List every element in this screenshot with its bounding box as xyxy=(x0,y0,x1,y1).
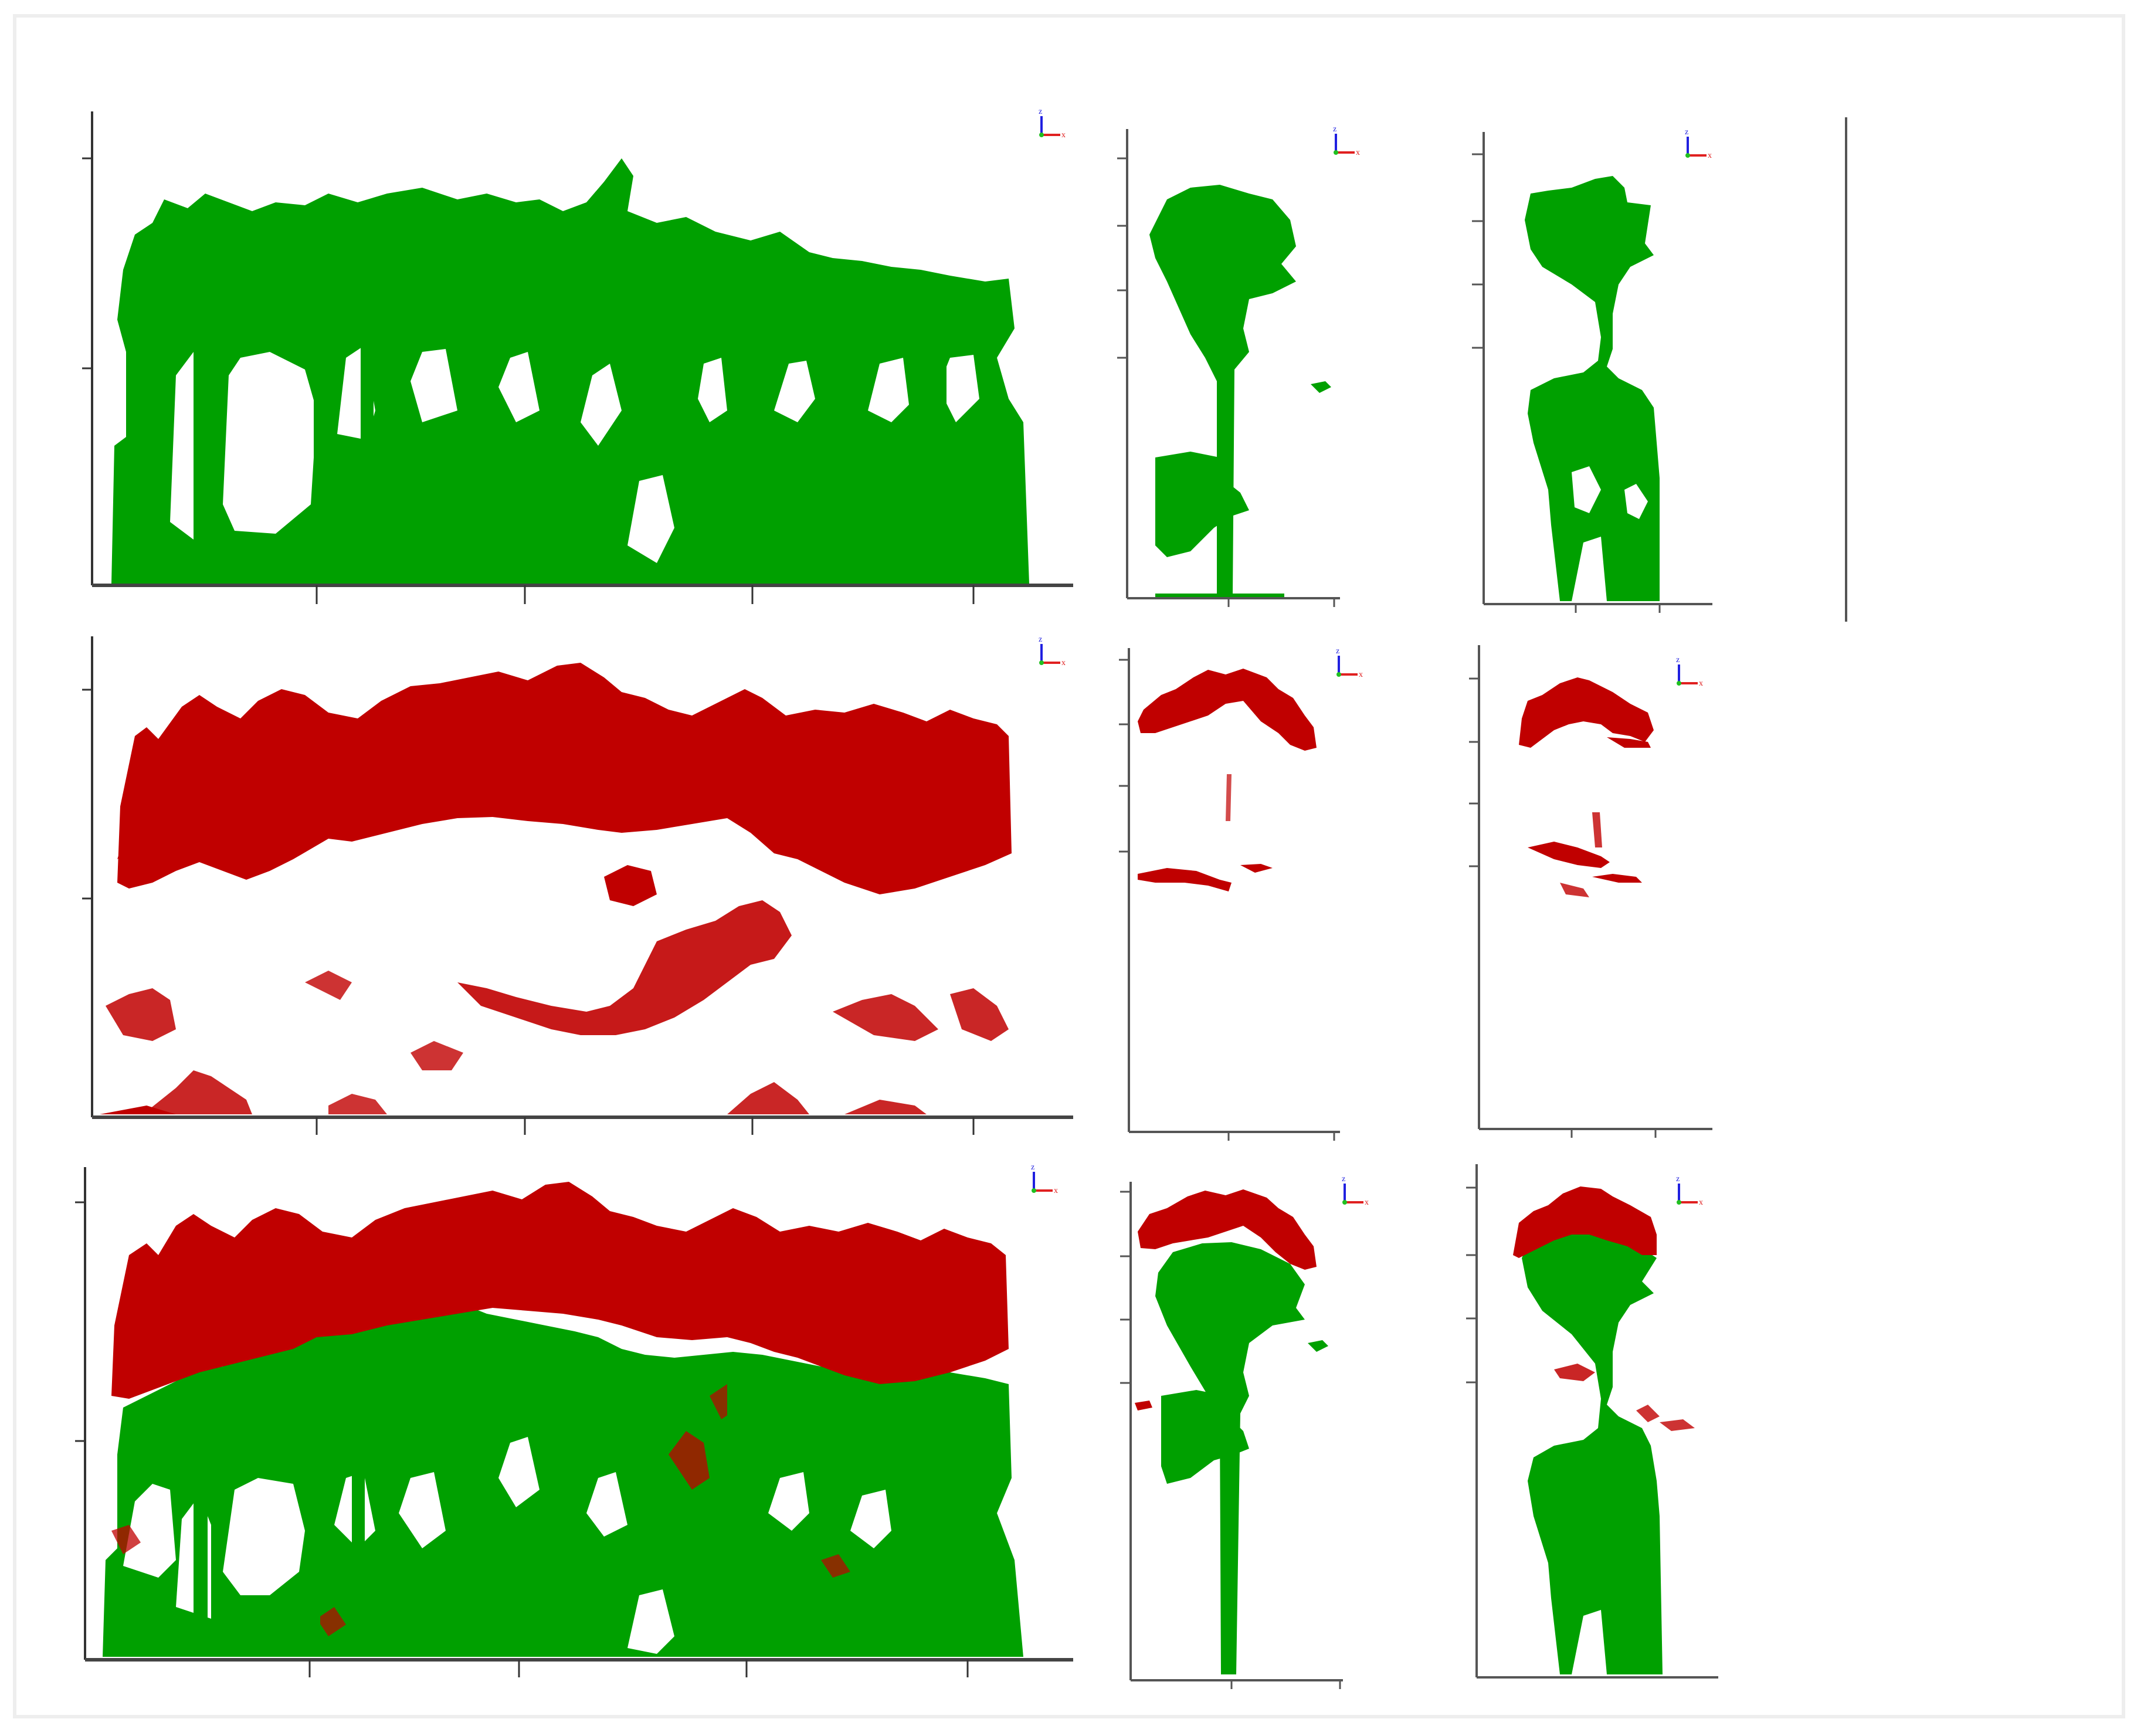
green-tree-cloud xyxy=(1525,176,1660,601)
svg-text:z: z xyxy=(1031,1163,1034,1172)
trunks xyxy=(194,276,947,575)
panel-f: z x xyxy=(1073,1150,1390,1713)
panel-d: z x xyxy=(1073,106,1390,622)
red-canopy-cloud xyxy=(1138,669,1317,891)
panel-j-plot xyxy=(1845,117,1847,622)
panel-i: z x xyxy=(1425,1152,1753,1715)
svg-text:x: x xyxy=(1699,1198,1703,1207)
axis-triad-icon: z x xyxy=(1676,1175,1703,1207)
axis-triad-icon: z x xyxy=(1039,107,1066,140)
panel-d-plot xyxy=(1117,129,1340,607)
svg-text:x: x xyxy=(1054,1186,1058,1195)
axis-triad-icon: z x xyxy=(1342,1175,1369,1207)
svg-text:x: x xyxy=(1365,1198,1369,1207)
panel-b: z x xyxy=(0,630,1114,1158)
panel-j xyxy=(1789,106,2117,633)
panel-a-plot xyxy=(82,111,1073,604)
svg-text:z: z xyxy=(1336,647,1339,656)
axis-triad-icon: z x xyxy=(1333,125,1360,157)
svg-text:x: x xyxy=(1708,151,1712,160)
panel-f-plot xyxy=(1120,1182,1343,1689)
panel-h-plot xyxy=(1469,645,1712,1138)
panel-i-plot xyxy=(1466,1164,1718,1679)
red-canopy-overlay xyxy=(111,1182,1009,1636)
svg-text:z: z xyxy=(1342,1175,1345,1184)
axis-triad-icon: z x xyxy=(1336,647,1363,679)
panel-e: z x xyxy=(1073,633,1390,1150)
trunks xyxy=(194,1343,947,1654)
svg-text:x: x xyxy=(1356,148,1360,157)
svg-text:z: z xyxy=(1676,656,1680,664)
green-tree-cloud xyxy=(1522,1232,1663,1674)
svg-text:x: x xyxy=(1699,679,1703,688)
svg-text:z: z xyxy=(1685,128,1688,137)
gaps xyxy=(170,346,979,563)
axis-triad-icon: z x xyxy=(1685,128,1712,160)
panel-c-plot xyxy=(75,1167,1073,1677)
panel-g-plot xyxy=(1472,132,1712,613)
red-canopy-overlay xyxy=(1513,1186,1695,1431)
panel-h: z x xyxy=(1425,636,1753,1152)
svg-text:x: x xyxy=(1359,670,1363,679)
green-tree-cloud xyxy=(1155,1242,1328,1674)
svg-text:z: z xyxy=(1039,635,1042,644)
axis-triad-icon: z x xyxy=(1039,635,1066,667)
green-tree-cloud xyxy=(1149,185,1331,597)
red-canopy-cloud xyxy=(1519,677,1654,897)
gaps xyxy=(1572,466,1648,519)
svg-text:x: x xyxy=(1061,131,1066,140)
svg-text:z: z xyxy=(1039,107,1042,116)
svg-text:z: z xyxy=(1333,125,1336,134)
panel-b-plot xyxy=(82,636,1073,1135)
axis-triad-icon: z x xyxy=(1676,656,1703,688)
panel-c: z x xyxy=(0,1150,1114,1724)
svg-text:x: x xyxy=(1061,659,1066,667)
axis-triad-icon: z x xyxy=(1031,1163,1058,1195)
svg-text:z: z xyxy=(1676,1175,1680,1184)
panel-a: z x xyxy=(0,0,1114,633)
panel-e-plot xyxy=(1119,648,1340,1141)
red-canopy-overlay xyxy=(1135,1189,1317,1410)
panel-g: z x xyxy=(1425,114,1753,630)
red-canopy-cloud xyxy=(100,663,1012,1114)
